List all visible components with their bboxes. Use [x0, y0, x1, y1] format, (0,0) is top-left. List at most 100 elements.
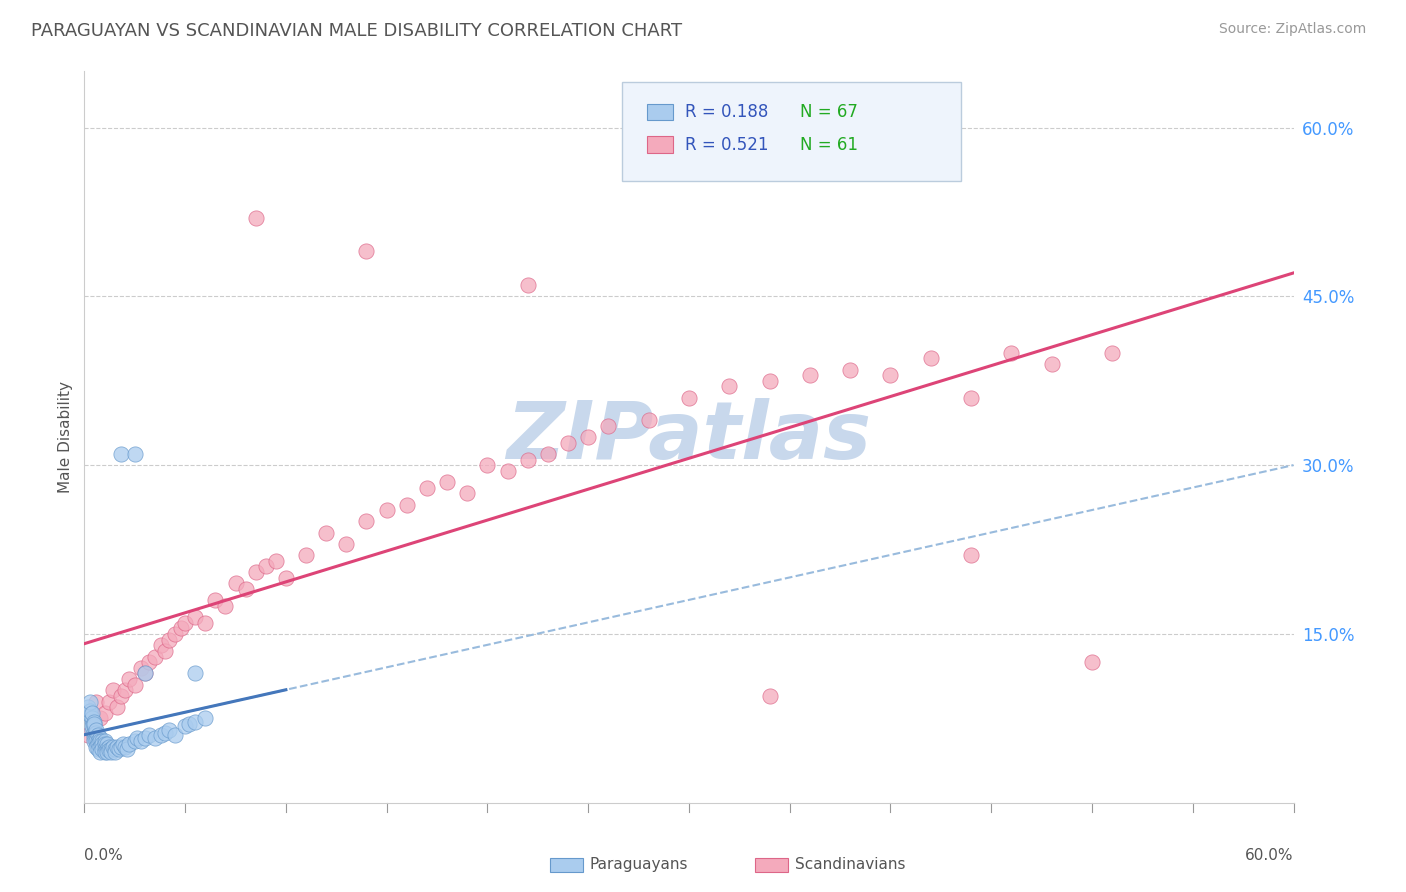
Point	[598, 418, 620, 433]
Point	[416, 481, 439, 495]
Point	[87, 734, 110, 748]
Point	[79, 708, 101, 723]
Point	[86, 739, 108, 754]
Point	[118, 737, 141, 751]
Point	[496, 464, 519, 478]
Point	[637, 413, 659, 427]
Point	[87, 728, 110, 742]
Point	[839, 362, 862, 376]
Point	[758, 374, 780, 388]
Point	[134, 666, 156, 681]
Point	[100, 741, 122, 756]
Point	[96, 741, 118, 756]
Point	[93, 734, 115, 748]
Point	[477, 458, 499, 473]
Point	[82, 714, 104, 729]
Point	[254, 559, 277, 574]
Point	[576, 430, 599, 444]
Point	[77, 700, 100, 714]
Point	[83, 717, 105, 731]
Point	[1101, 345, 1123, 359]
Point	[245, 211, 267, 225]
Point	[174, 719, 197, 733]
Point	[89, 739, 111, 754]
Point	[104, 741, 127, 756]
Point	[799, 368, 821, 383]
Point	[96, 745, 118, 759]
Point	[879, 368, 901, 383]
Point	[124, 678, 146, 692]
Point	[170, 621, 193, 635]
Point	[335, 537, 357, 551]
Point	[245, 565, 267, 579]
Point	[678, 391, 700, 405]
Point	[225, 576, 247, 591]
Bar	[755, 858, 789, 871]
Point	[356, 244, 378, 259]
Point	[125, 731, 148, 745]
Point	[79, 694, 101, 708]
Point	[143, 649, 166, 664]
Point	[315, 525, 337, 540]
Bar	[550, 858, 582, 871]
Point	[89, 734, 111, 748]
Point	[110, 739, 132, 754]
Text: 0.0%: 0.0%	[84, 847, 124, 863]
Point	[129, 734, 152, 748]
Point	[91, 737, 114, 751]
Point	[83, 734, 105, 748]
Point	[1000, 345, 1022, 359]
Point	[184, 714, 207, 729]
Point	[97, 694, 120, 708]
Text: R = 0.188: R = 0.188	[685, 103, 769, 120]
Point	[153, 726, 176, 740]
Point	[97, 739, 120, 754]
Point	[165, 728, 187, 742]
Point	[516, 278, 538, 293]
Point	[375, 503, 398, 517]
Point	[516, 452, 538, 467]
Point	[83, 717, 105, 731]
Point	[153, 644, 176, 658]
Point	[214, 599, 236, 613]
Point	[86, 731, 108, 745]
Point	[149, 638, 172, 652]
Point	[118, 672, 141, 686]
Point	[83, 714, 105, 729]
Point	[138, 728, 160, 742]
Point	[264, 554, 287, 568]
Point	[157, 723, 180, 737]
Point	[274, 571, 297, 585]
Point	[97, 743, 120, 757]
Point	[174, 615, 197, 630]
Point	[110, 689, 132, 703]
Point	[83, 731, 105, 745]
Point	[295, 548, 318, 562]
Point	[83, 719, 105, 733]
Bar	[647, 136, 673, 153]
Point	[86, 694, 108, 708]
Point	[138, 655, 160, 669]
Point	[77, 728, 100, 742]
Point	[960, 391, 983, 405]
Point	[356, 515, 378, 529]
Point	[82, 719, 104, 733]
Point	[101, 683, 124, 698]
Point	[86, 726, 108, 740]
Point	[96, 737, 118, 751]
Point	[194, 615, 217, 630]
Point	[537, 447, 560, 461]
Text: ZIPatlas: ZIPatlas	[506, 398, 872, 476]
Point	[104, 745, 127, 759]
Point	[105, 700, 128, 714]
Text: PARAGUAYAN VS SCANDINAVIAN MALE DISABILITY CORRELATION CHART: PARAGUAYAN VS SCANDINAVIAN MALE DISABILI…	[31, 22, 682, 40]
Point	[134, 731, 156, 745]
Point	[115, 741, 138, 756]
Point	[1040, 357, 1063, 371]
Point	[134, 666, 156, 681]
Point	[395, 498, 418, 512]
Point	[82, 723, 104, 737]
Point	[105, 739, 128, 754]
Text: N = 61: N = 61	[800, 136, 858, 153]
Point	[114, 683, 136, 698]
